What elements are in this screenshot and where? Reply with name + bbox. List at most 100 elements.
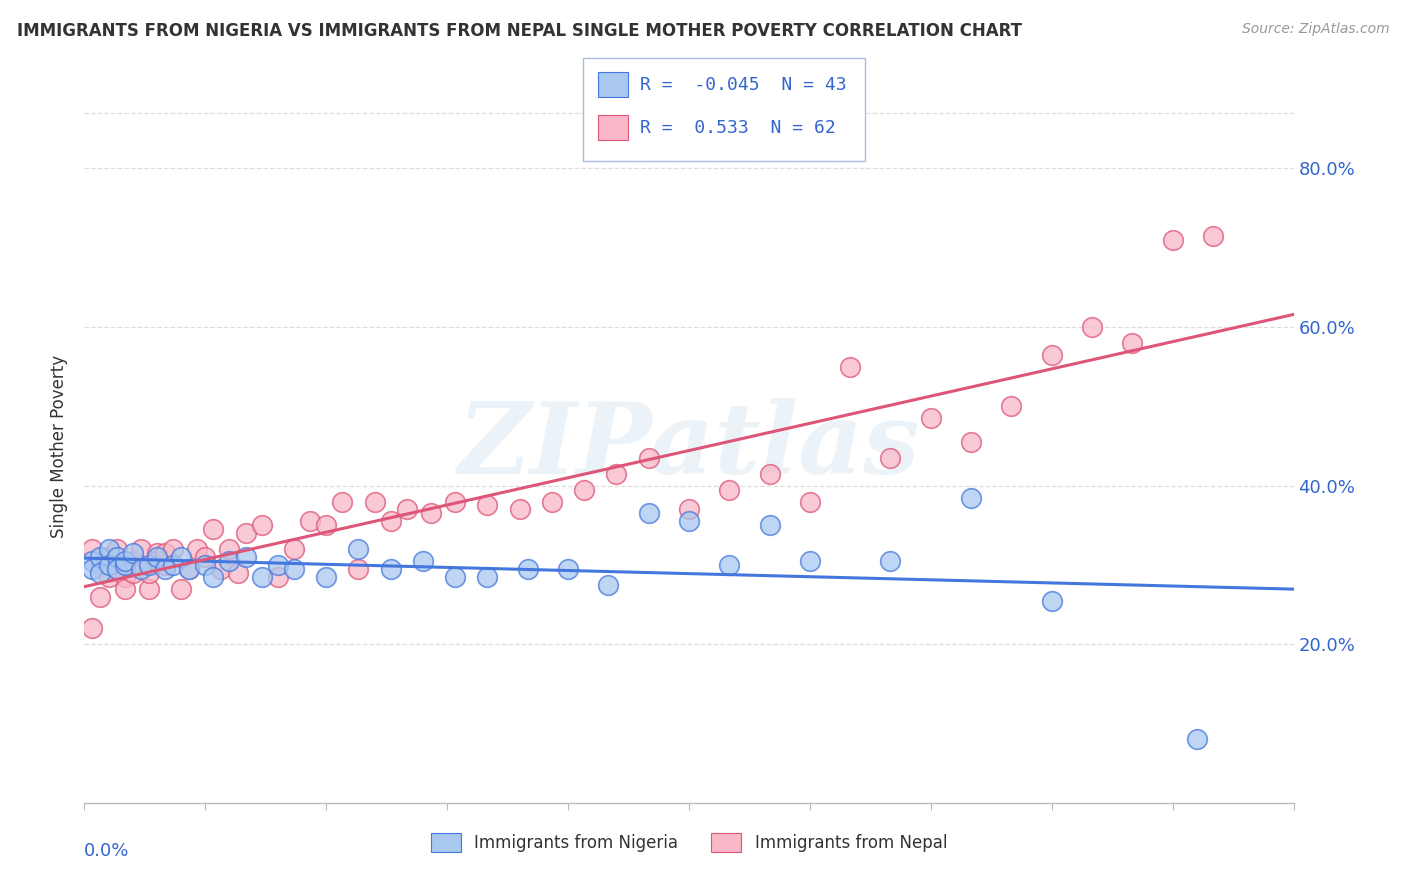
Point xyxy=(678,514,700,528)
Point xyxy=(82,542,104,557)
Point xyxy=(477,499,499,513)
Point xyxy=(758,518,780,533)
Point xyxy=(718,483,741,497)
Point xyxy=(202,570,225,584)
Point xyxy=(153,558,176,572)
Point xyxy=(330,494,353,508)
Point xyxy=(129,562,152,576)
Point xyxy=(162,542,184,557)
Point xyxy=(718,558,741,572)
Point xyxy=(637,450,659,465)
Point xyxy=(315,518,337,533)
Legend: Immigrants from Nigeria, Immigrants from Nepal: Immigrants from Nigeria, Immigrants from… xyxy=(425,826,953,859)
Point xyxy=(1081,320,1104,334)
Point xyxy=(315,570,337,584)
Point xyxy=(121,554,143,568)
Point xyxy=(89,590,111,604)
Point xyxy=(209,562,232,576)
Point xyxy=(138,558,160,572)
Point xyxy=(105,542,128,557)
Point xyxy=(412,554,434,568)
Text: IMMIGRANTS FROM NIGERIA VS IMMIGRANTS FROM NEPAL SINGLE MOTHER POVERTY CORRELATI: IMMIGRANTS FROM NIGERIA VS IMMIGRANTS FR… xyxy=(17,22,1022,40)
Point xyxy=(516,562,538,576)
Point xyxy=(89,566,111,580)
Point xyxy=(105,562,128,576)
Point xyxy=(477,570,499,584)
Text: R =  0.533  N = 62: R = 0.533 N = 62 xyxy=(640,119,835,136)
Point xyxy=(105,549,128,564)
Point xyxy=(758,467,780,481)
Point xyxy=(1000,400,1022,414)
Point xyxy=(380,514,402,528)
Point xyxy=(572,483,595,497)
Point xyxy=(218,554,240,568)
Y-axis label: Single Mother Poverty: Single Mother Poverty xyxy=(51,354,69,538)
Point xyxy=(799,494,821,508)
Point xyxy=(194,558,217,572)
Point xyxy=(299,514,322,528)
Point xyxy=(960,435,983,450)
Point xyxy=(114,570,136,584)
Point xyxy=(202,522,225,536)
Point xyxy=(879,450,901,465)
Point xyxy=(637,507,659,521)
Point xyxy=(186,542,208,557)
Point xyxy=(363,494,385,508)
Point xyxy=(82,562,104,576)
Point xyxy=(1185,732,1208,747)
Point xyxy=(97,549,120,564)
Point xyxy=(170,549,193,564)
Point xyxy=(678,502,700,516)
Point xyxy=(267,570,290,584)
Point xyxy=(105,562,128,576)
Point xyxy=(146,554,169,568)
Point xyxy=(179,562,201,576)
Point xyxy=(1202,228,1225,243)
Point xyxy=(839,359,862,374)
Point xyxy=(267,558,290,572)
Point xyxy=(509,502,531,516)
Point xyxy=(799,554,821,568)
Point xyxy=(82,621,104,635)
Point xyxy=(146,546,169,560)
Point xyxy=(557,562,579,576)
Point xyxy=(129,558,152,572)
Point xyxy=(250,518,273,533)
Point xyxy=(194,549,217,564)
Point xyxy=(444,494,467,508)
Point xyxy=(283,562,305,576)
Point xyxy=(420,507,443,521)
Point xyxy=(347,542,370,557)
Text: ZIPatlas: ZIPatlas xyxy=(458,398,920,494)
Point xyxy=(114,558,136,572)
Point xyxy=(121,546,143,560)
Point xyxy=(250,570,273,584)
Point xyxy=(1040,348,1063,362)
Point xyxy=(444,570,467,584)
Point xyxy=(380,562,402,576)
Text: Source: ZipAtlas.com: Source: ZipAtlas.com xyxy=(1241,22,1389,37)
Point xyxy=(598,578,620,592)
Text: R =  -0.045  N = 43: R = -0.045 N = 43 xyxy=(640,76,846,94)
Point xyxy=(129,542,152,557)
Point xyxy=(153,546,176,560)
Point xyxy=(121,566,143,580)
Point xyxy=(235,526,257,541)
Point xyxy=(97,558,120,572)
Point xyxy=(920,411,942,425)
Point xyxy=(1121,335,1143,350)
Point xyxy=(218,542,240,557)
Point xyxy=(89,549,111,564)
Point xyxy=(138,582,160,596)
Point xyxy=(146,549,169,564)
Point xyxy=(960,491,983,505)
Point xyxy=(605,467,627,481)
Point xyxy=(97,570,120,584)
Point xyxy=(138,566,160,580)
Point xyxy=(114,554,136,568)
Point xyxy=(541,494,564,508)
Point xyxy=(170,582,193,596)
Point xyxy=(162,558,184,572)
Point xyxy=(283,542,305,557)
Point xyxy=(114,582,136,596)
